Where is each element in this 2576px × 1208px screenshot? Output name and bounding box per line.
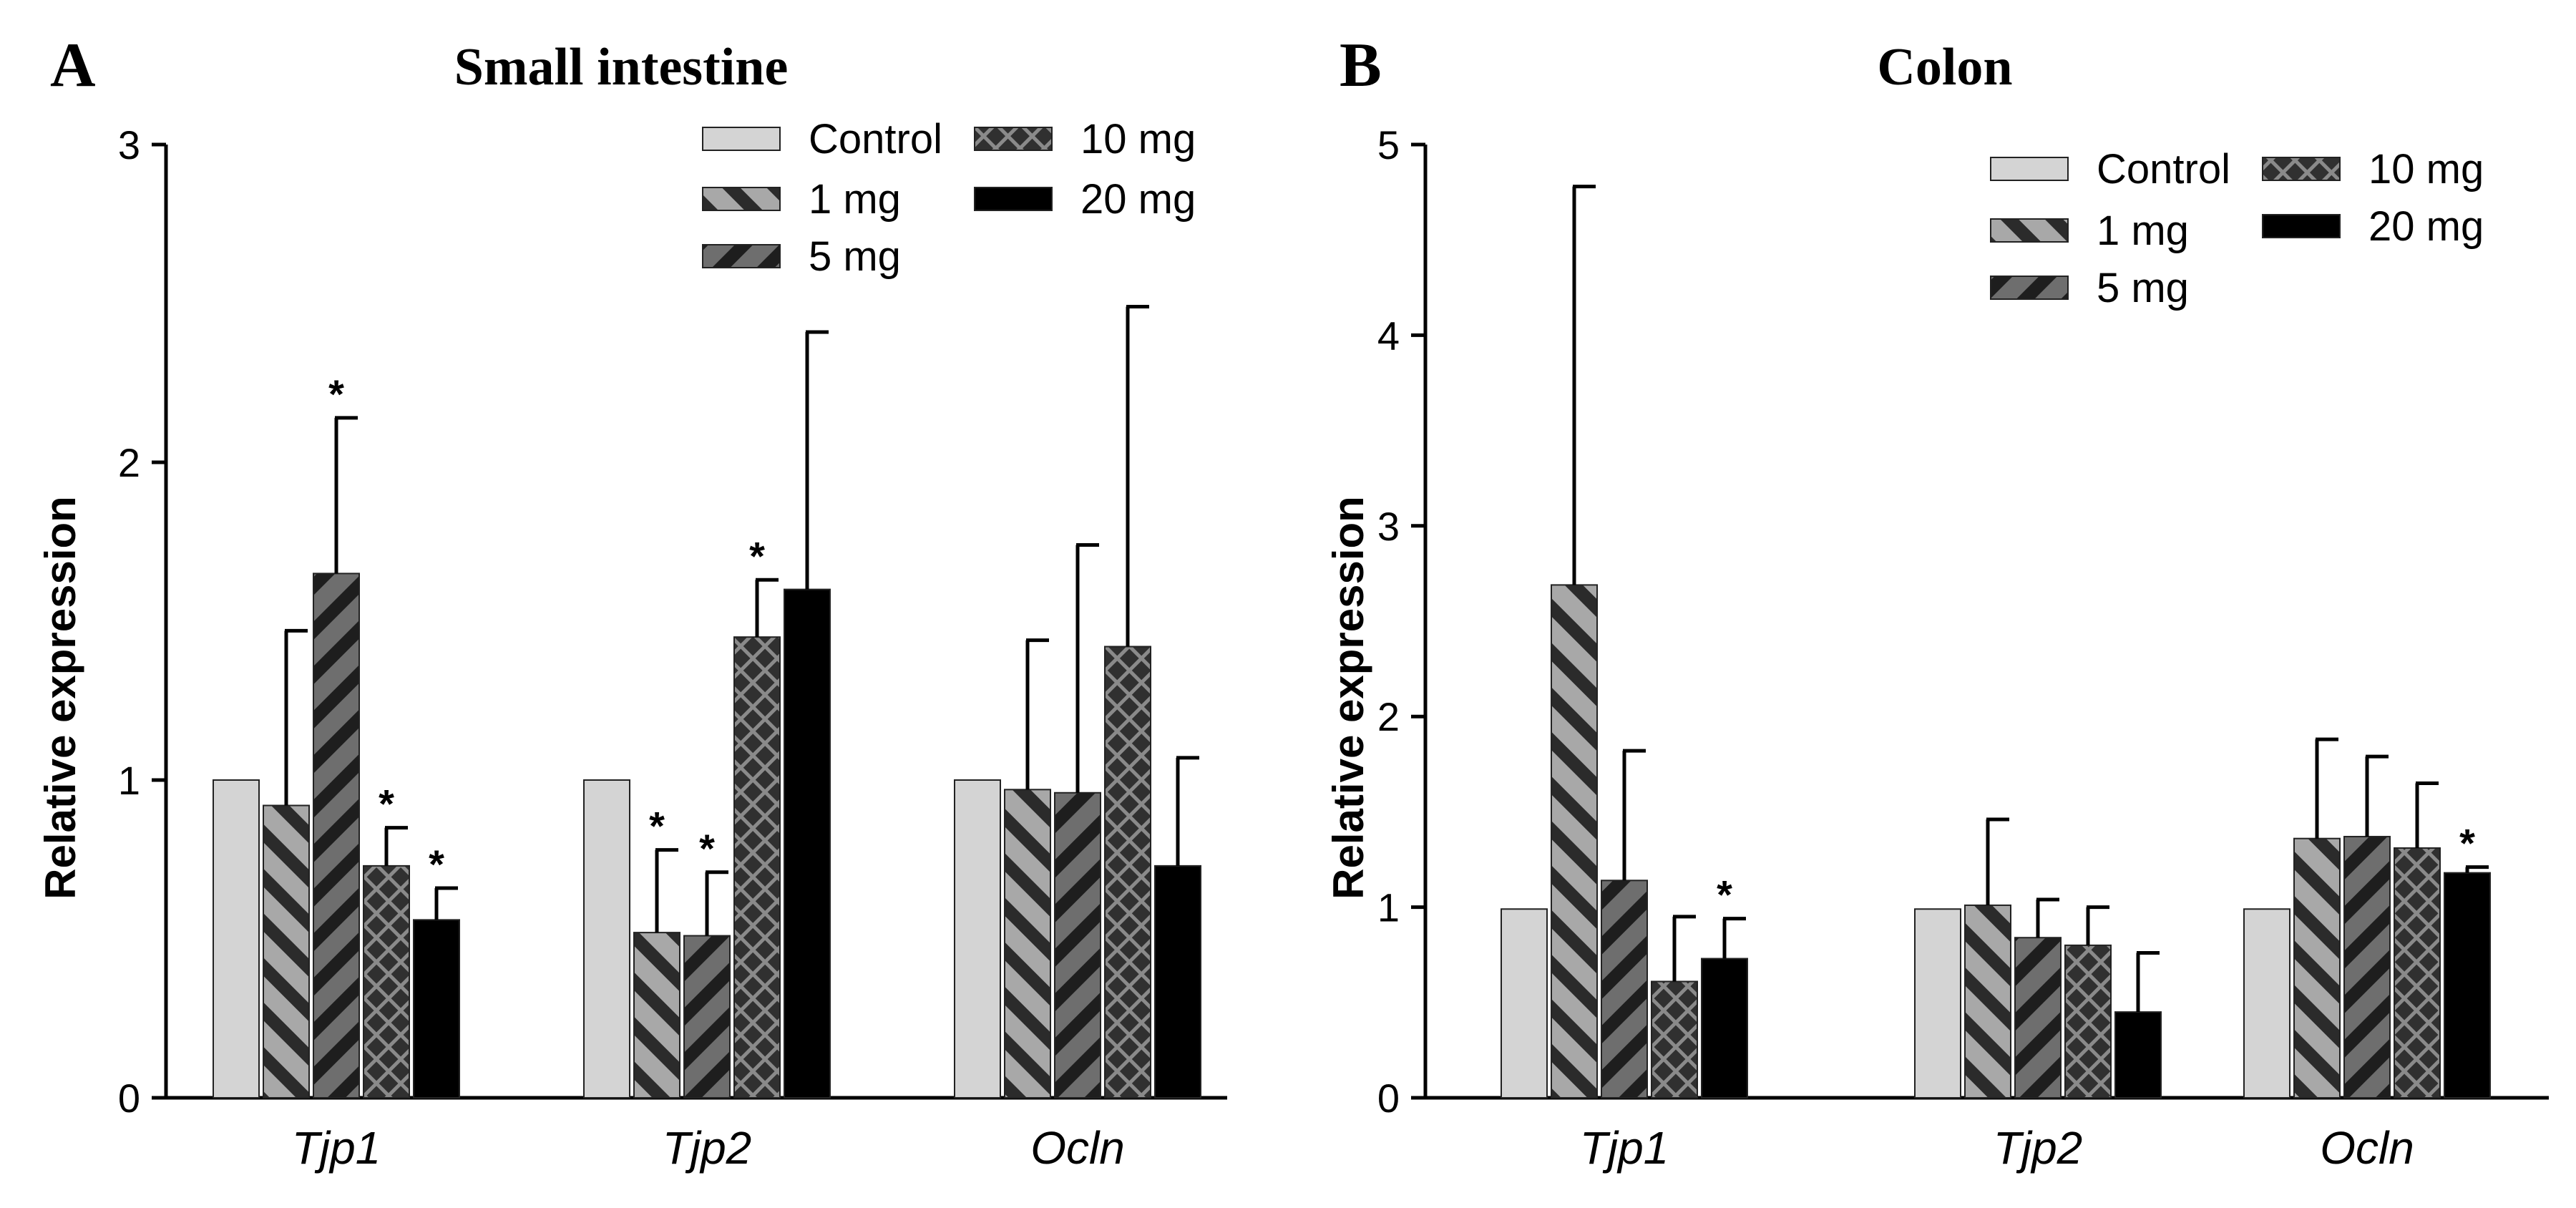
panel-a-significance-marker: * xyxy=(379,781,394,827)
panel-b-bar xyxy=(1701,958,1748,1099)
panel-a-significance-markers: * * * * * * xyxy=(328,371,765,887)
panel-a-bar xyxy=(1054,791,1101,1099)
panel-b-legend-label: 20 mg xyxy=(2368,203,2484,250)
panel-a-significance-marker: * xyxy=(749,533,765,578)
panel-a-legend-label: Control xyxy=(809,116,942,162)
panel-a-significance-marker: * xyxy=(649,804,665,849)
panel-b-bar xyxy=(2394,847,2441,1099)
panel-b-bar xyxy=(1601,880,1648,1099)
panel-b-bar xyxy=(1501,908,1548,1099)
panel-b-significance-marker: * xyxy=(2459,821,2475,866)
panel-a-significance-marker: * xyxy=(429,842,444,887)
panel-b-x-category-label: Tjp2 xyxy=(1994,1122,2083,1174)
panel-a-y-tick-label: 1 xyxy=(118,758,140,803)
panel-a-letter: A xyxy=(50,31,96,100)
panel-b-bar xyxy=(1651,980,1698,1099)
panel-a-bar xyxy=(583,779,630,1099)
panel-a-x-category-label: Tjp1 xyxy=(292,1122,381,1174)
panel-a-bar xyxy=(1004,789,1051,1099)
panel-b-legend-swatch xyxy=(2262,157,2341,181)
panel-a-x-category-label: Tjp2 xyxy=(663,1122,752,1174)
panel-b-bar xyxy=(2114,1011,2162,1099)
panel-b-y-ticks: 0 1 2 3 4 5 xyxy=(1377,122,1425,1121)
panel-a-legend-label: 20 mg xyxy=(1080,176,1196,223)
panel-b-x-categories: Tjp1 Tjp2 Ocln xyxy=(1580,1122,2414,1174)
panel-b-error-bars xyxy=(1572,185,2489,1013)
panel-a-legend-swatch xyxy=(974,187,1053,211)
panel-a-bar xyxy=(633,932,680,1099)
panel-b-y-tick-label: 1 xyxy=(1377,885,1400,930)
panel-a-y-tick-label: 0 xyxy=(118,1076,140,1121)
panel-a-bar xyxy=(784,588,831,1099)
panel-b-bar xyxy=(2064,944,2112,1099)
panel-b-y-tick-label: 0 xyxy=(1377,1076,1400,1121)
panel-a-bar xyxy=(413,919,460,1099)
panel-b-bar xyxy=(2293,837,2341,1099)
panel-b-bar xyxy=(2343,836,2391,1099)
panel-b-bar xyxy=(1914,908,1961,1099)
panel-a-y-axis-label: Relative expression xyxy=(36,496,84,900)
panel-a-bar xyxy=(213,779,260,1099)
panel-a-bar xyxy=(313,573,360,1099)
panel-b-legend-label: 10 mg xyxy=(2368,146,2484,193)
panel-b-x-category-label: Ocln xyxy=(2320,1122,2414,1174)
panel-a-x-categories: Tjp1 Tjp2 Ocln xyxy=(292,1122,1125,1174)
panel-a-bar xyxy=(363,864,410,1099)
panel-a-bar xyxy=(683,935,731,1099)
panel-b-legend-label: Control xyxy=(2097,146,2230,193)
panel-a-y-tick-label: 2 xyxy=(118,440,140,485)
panel-a-legend-swatch xyxy=(702,127,781,151)
panel-a-bar xyxy=(263,804,310,1099)
panel-b-y-tick-label: 3 xyxy=(1377,504,1400,549)
panel-b-legend-swatch xyxy=(1990,218,2069,243)
panel-b-significance-marker: * xyxy=(1717,872,1732,917)
panel-b-bars xyxy=(1501,584,2491,1099)
panel-b-bar xyxy=(2243,908,2290,1099)
panel-b-bar xyxy=(2014,937,2062,1099)
panel-b-legend-label: 5 mg xyxy=(2097,265,2189,311)
panel-b-y-axis-label: Relative expression xyxy=(1324,496,1372,900)
panel-a-legend-swatch xyxy=(974,127,1053,151)
panel-a-legend-swatch xyxy=(702,187,781,211)
panel-b-legend-swatch xyxy=(2262,214,2341,238)
panel-b-legend: Control 1 mg 5 mg 10 mg 20 mg xyxy=(1990,146,2484,311)
panel-b-bar xyxy=(1551,584,1598,1099)
panel-a-bar xyxy=(954,779,1001,1099)
panel-b-y-tick-label: 2 xyxy=(1377,694,1400,739)
panel-a-legend-label: 1 mg xyxy=(809,176,901,223)
panel-a-bar xyxy=(1154,864,1201,1099)
panel-a-x-category-label: Ocln xyxy=(1030,1122,1125,1174)
panel-b-bar xyxy=(1964,904,2011,1099)
panel-a-bar xyxy=(1104,646,1151,1099)
panel-a-error-bars xyxy=(284,304,1199,936)
panel-a-legend-swatch xyxy=(702,244,781,268)
panel-b-letter: B xyxy=(1340,31,1382,100)
panel-a-bar xyxy=(733,636,781,1099)
panel-a-y-ticks: 0 1 2 3 xyxy=(118,122,166,1121)
panel-b-title: Colon xyxy=(1877,38,2012,97)
panel-a-y-tick-label: 3 xyxy=(118,122,140,167)
panel-b-x-category-label: Tjp1 xyxy=(1580,1122,1669,1174)
panel-b-legend-swatch xyxy=(1990,276,2069,300)
panel-a-legend-label: 10 mg xyxy=(1080,116,1196,162)
panel-a-legend-label: 5 mg xyxy=(809,233,901,280)
panel-a-significance-marker: * xyxy=(699,826,715,871)
panel-a-significance-marker: * xyxy=(328,371,344,417)
panel-b-significance-markers: ** xyxy=(1717,821,2475,917)
panel-a: A Small intestine Relative expression 0 1… xyxy=(36,31,1227,1174)
panel-a-legend: Control 1 mg 5 mg 10 mg 20 mg xyxy=(702,116,1196,280)
panel-b-legend-label: 1 mg xyxy=(2097,208,2189,254)
panel-b-legend-swatch xyxy=(1990,157,2069,181)
panel-b-bar xyxy=(2444,872,2491,1099)
panel-b-y-tick-label: 5 xyxy=(1377,122,1400,167)
panel-b-y-tick-label: 4 xyxy=(1377,313,1400,358)
panel-a-title: Small intestine xyxy=(454,38,789,97)
